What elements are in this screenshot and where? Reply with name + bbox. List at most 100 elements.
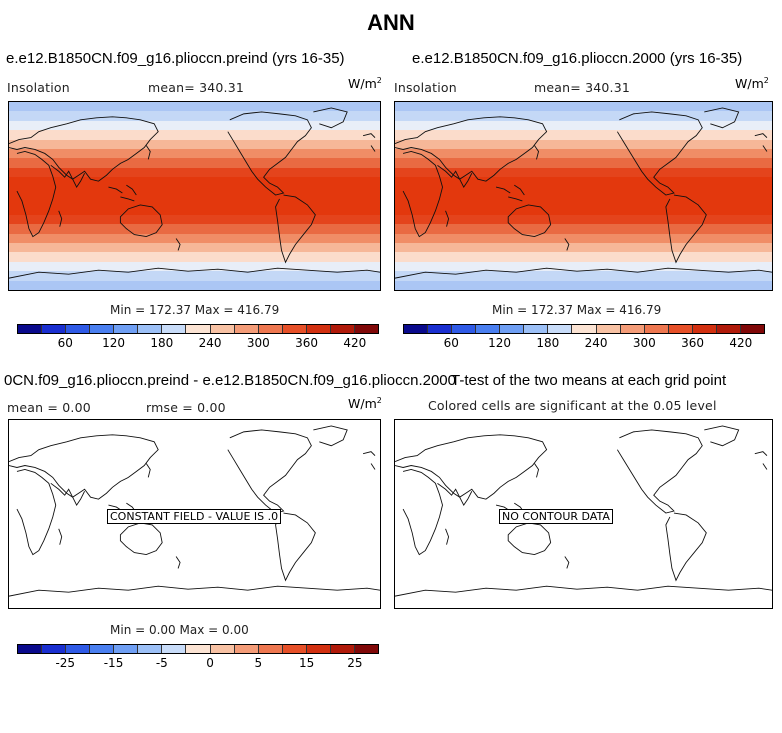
colorbar-tick-label: 60 — [443, 336, 459, 350]
minmax-2000: Min = 172.37 Max = 416.79 — [492, 303, 662, 317]
coastline-segment — [228, 112, 312, 195]
coastline-2000 — [395, 102, 772, 290]
latitude-band — [9, 120, 380, 131]
latitude-band — [9, 243, 380, 253]
units-label-2000: W/m2 — [735, 76, 769, 92]
colorbar-cell — [258, 645, 283, 653]
latitude-band — [395, 186, 772, 197]
coastline-segment — [51, 165, 85, 187]
colorbar-cell — [282, 645, 307, 653]
colorbar-insolation-left — [17, 324, 379, 334]
coastline-segment — [617, 112, 702, 195]
colorbar-cell — [162, 325, 187, 333]
colorbar-cell — [234, 645, 259, 653]
coastline-segment — [9, 117, 158, 181]
coastline-segment — [108, 185, 136, 201]
coastline-segment — [9, 435, 158, 499]
coastline-segment — [17, 151, 56, 236]
colorbar-cell — [186, 325, 211, 333]
latitude-band — [395, 271, 772, 282]
latitude-band — [9, 167, 380, 178]
colorbar-cell — [66, 325, 91, 333]
colorbar-difference — [17, 644, 379, 654]
colorbar-tick-label: 420 — [729, 336, 753, 350]
latitude-band — [395, 167, 772, 178]
coastline-segment — [363, 452, 375, 470]
colorbar-insolation-right — [403, 324, 765, 334]
colorbar-cell — [572, 325, 597, 333]
colorbar-cell — [452, 325, 477, 333]
coastline-ttest — [395, 420, 772, 608]
latitude-band — [395, 130, 772, 141]
units-label-preind: W/m2 — [348, 76, 382, 92]
coastline-segment — [146, 464, 150, 478]
latitude-band — [395, 196, 772, 206]
colorbar-cell — [210, 645, 235, 653]
coastline-segment — [755, 134, 767, 152]
colorbar-tick-label: -5 — [155, 656, 168, 670]
coastline-segment — [496, 185, 524, 201]
coastline-segment — [313, 108, 347, 128]
coastline-segment — [395, 117, 547, 181]
latitude-band — [395, 252, 772, 263]
case-title-ttest: T-test of the two means at each grid poi… — [451, 372, 727, 389]
colorbar-tick-label: 240 — [198, 336, 222, 350]
colorbar-cell — [548, 325, 573, 333]
coastline-segment — [120, 205, 162, 237]
coastline-segment — [565, 239, 569, 251]
colorbar-cell — [620, 325, 645, 333]
coastline-segment — [120, 523, 162, 555]
coastline-segment — [508, 523, 550, 555]
map-insolation-2000 — [394, 101, 773, 291]
latitude-band — [395, 205, 772, 216]
colorbar-cell — [306, 325, 331, 333]
latitude-band — [395, 158, 772, 169]
latitude-band — [9, 139, 380, 150]
mean-label-2000: mean= 340.31 — [534, 80, 631, 95]
map-ttest: NO CONTOUR DATA — [394, 419, 773, 609]
colorbar-tick-label: 180 — [536, 336, 560, 350]
coastline-segment — [704, 426, 738, 446]
colorbar-cell — [476, 325, 501, 333]
coastline-preind — [9, 102, 380, 290]
no-contour-note: NO CONTOUR DATA — [499, 509, 613, 524]
latitude-band — [9, 196, 380, 206]
units-label-difference: W/m2 — [348, 396, 382, 412]
coastline-segment — [403, 151, 442, 236]
coastline-segment — [146, 146, 150, 160]
minmax-difference: Min = 0.00 Max = 0.00 — [110, 623, 249, 637]
coastline-segment — [508, 205, 550, 237]
colorbar-tick-label: -15 — [103, 656, 124, 670]
colorbar-tick-label: 60 — [57, 336, 73, 350]
latitude-band — [9, 149, 380, 159]
coastline-segment — [437, 483, 471, 505]
colorbar-cell — [210, 325, 235, 333]
coastline-segment — [704, 108, 738, 128]
colorbar-cell — [330, 645, 355, 653]
colorbar-cell — [428, 325, 453, 333]
latitude-band — [9, 102, 380, 112]
coastline-segment — [437, 165, 471, 187]
map-difference: CONSTANT FIELD - VALUE IS .0 — [8, 419, 381, 609]
colorbar-cell — [330, 325, 355, 333]
rmse-label-difference: rmse = 0.00 — [146, 400, 226, 415]
coastline-segment — [666, 195, 706, 262]
latitude-band — [395, 224, 772, 235]
latitude-band — [9, 224, 380, 235]
colorbar-ticks-insolation-right: 60 120 180 240 300 360 420 — [403, 335, 765, 351]
colorbar-cell — [66, 645, 91, 653]
coastline-segment — [403, 469, 442, 554]
latitude-band — [395, 177, 772, 188]
coastline-segment — [755, 452, 767, 470]
colorbar-tick-label: 360 — [681, 336, 705, 350]
colorbar-tick-label: 25 — [347, 656, 363, 670]
latitude-band — [395, 102, 772, 112]
colorbar-cell — [138, 325, 163, 333]
variable-label-2000: Insolation — [394, 80, 457, 95]
colorbar-tick-label: 420 — [343, 336, 367, 350]
coastline-segment — [276, 513, 316, 580]
latitude-band — [395, 243, 772, 253]
colorbar-cell — [18, 645, 43, 653]
case-title-preind: e.e12.B1850CN.f09_g16.plioccn.preind (yr… — [6, 50, 345, 67]
coastline-segment — [9, 586, 380, 596]
